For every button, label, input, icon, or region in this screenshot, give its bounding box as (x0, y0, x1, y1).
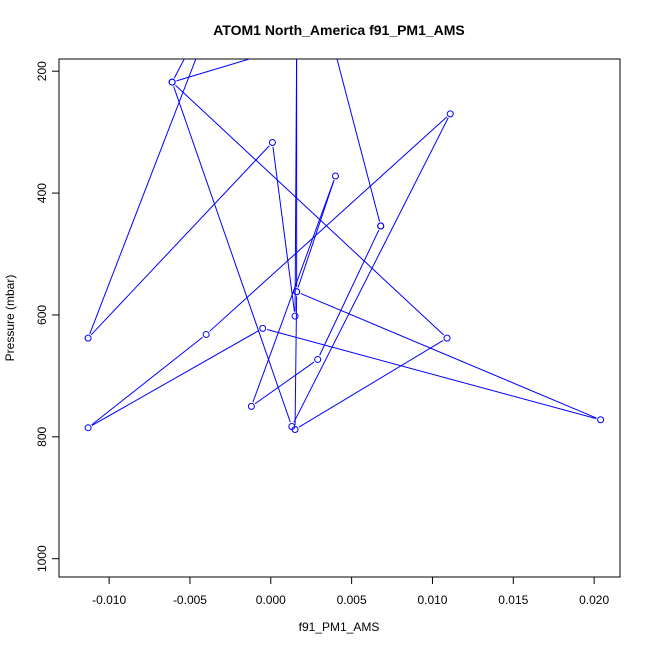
series-line-segment (90, 145, 270, 336)
y-tick-label: 1000 (35, 545, 49, 572)
data-point (268, 138, 276, 146)
data-point (314, 355, 322, 363)
data-point (377, 222, 385, 230)
data-point (259, 324, 267, 332)
x-axis-label: f91_PM1_AMS (299, 620, 380, 634)
data-point (294, 44, 300, 50)
x-tick-label: 0.015 (498, 593, 528, 607)
data-point (168, 78, 176, 86)
data-point (84, 424, 92, 432)
series-line-segment (209, 116, 448, 332)
series-line-segment (297, 180, 335, 288)
data-point (84, 334, 92, 342)
series-line-segment (319, 229, 380, 356)
y-tick-label: 800 (35, 427, 49, 447)
series-line-segment (336, 59, 381, 222)
x-axis: -0.010 -0.005 0.000 0.005 0.010 0.015 0.020 (92, 577, 609, 607)
series-line-segment (89, 59, 197, 335)
series-line-segment (266, 329, 597, 420)
series-line-segment (298, 340, 444, 428)
series-line-segment (173, 86, 291, 423)
data-point (247, 402, 255, 410)
x-tick-label: -0.005 (173, 593, 207, 607)
x-tick-label: 0.000 (256, 593, 286, 607)
data-point (446, 110, 454, 118)
series-layer (84, 44, 605, 434)
series-line-segment (173, 59, 185, 79)
y-tick-label: 600 (35, 305, 49, 325)
series-line-segment (91, 330, 260, 426)
data-point (288, 422, 296, 430)
y-axis-label: Pressure (mbar) (3, 275, 17, 362)
data-point (331, 172, 339, 180)
x-tick-label: -0.010 (92, 593, 126, 607)
data-point (202, 330, 210, 338)
series-line-segment (91, 336, 203, 426)
chart-title: ATOM1 North_America f91_PM1_AMS (213, 22, 465, 38)
series-line-segment (300, 293, 597, 419)
series-line-segment (175, 84, 445, 336)
x-tick-label: 0.010 (417, 593, 447, 607)
data-point (293, 288, 301, 296)
data-point (597, 416, 605, 424)
x-tick-label: 0.005 (337, 593, 367, 607)
y-tick-label: 400 (35, 183, 49, 203)
data-point (291, 312, 299, 320)
data-point (443, 334, 451, 342)
y-tick-label: 200 (35, 61, 49, 81)
y-axis: 200 400 600 800 1000 (35, 61, 59, 572)
series-line-segment (254, 361, 315, 405)
series-line-segment (272, 146, 295, 312)
x-tick-label: 0.020 (579, 593, 609, 607)
series-line-segment (176, 59, 252, 82)
series-line-segment (294, 296, 298, 426)
series-line-segment (293, 117, 449, 423)
plot-frame (58, 58, 621, 578)
